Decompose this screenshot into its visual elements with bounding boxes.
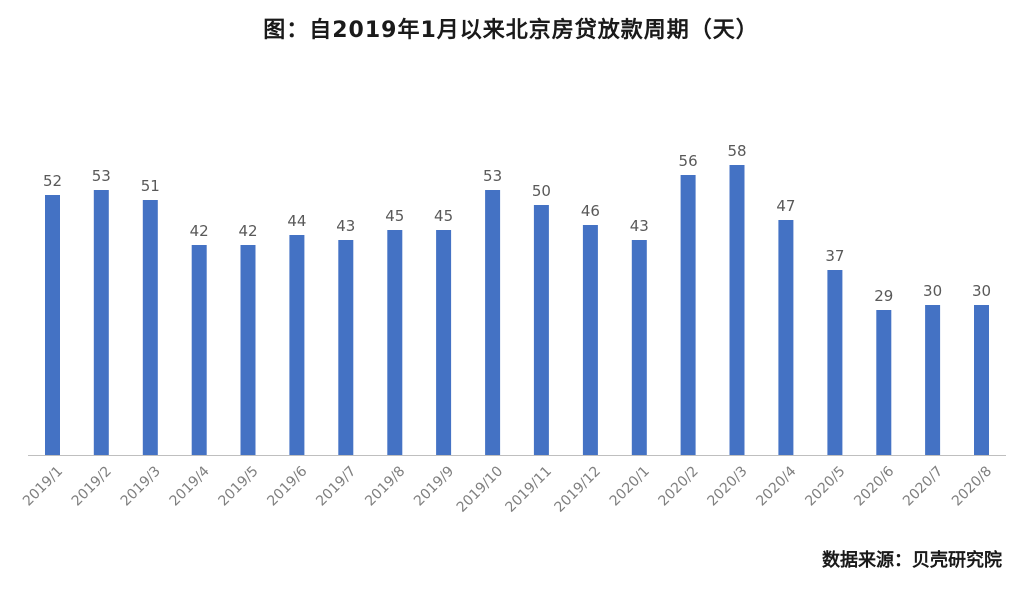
chart-title: 图：自2019年1月以来北京房贷放款周期（天） [263, 18, 759, 43]
x-tick-label-2020/6: 2020/6 [851, 463, 897, 509]
x-tick-label-2019/1: 2019/1 [20, 463, 66, 509]
x-tick-label-2019/6: 2019/6 [264, 463, 310, 509]
bar-2019/7 [338, 240, 354, 455]
x-tick-label-2019/5: 2019/5 [215, 463, 261, 509]
data-label-2019/12: 46 [581, 202, 600, 220]
data-label-2020/3: 58 [727, 142, 746, 160]
x-tick-label-2020/8: 2020/8 [949, 463, 995, 509]
data-label-2019/5: 42 [238, 222, 257, 240]
x-tick-label-2019/7: 2019/7 [313, 463, 359, 509]
data-label-2019/2: 53 [92, 167, 111, 185]
bar-2020/8 [974, 305, 989, 455]
data-label-2020/6: 29 [874, 287, 893, 305]
data-label-2019/8: 45 [385, 207, 404, 225]
data-label-2019/7: 43 [336, 217, 355, 235]
source-note: 数据来源：贝壳研究院 [822, 550, 1002, 571]
bar-2019/12 [582, 225, 598, 455]
data-label-2019/4: 42 [190, 222, 209, 240]
x-tick-label-2019/3: 2019/3 [118, 463, 164, 509]
x-tick-label-2020/1: 2020/1 [607, 463, 653, 509]
bar-2019/4 [191, 245, 207, 455]
data-labels-layer: 52 53 51 42 42 44 43 45 45 53 50 46 43 56 58 47 37 29 30 30 [43, 142, 991, 305]
bar-2020/6 [876, 310, 892, 455]
bar-2020/7 [925, 305, 941, 455]
bar-2020/1 [631, 240, 647, 455]
bar-2019/6 [289, 235, 305, 455]
x-tick-label-2020/4: 2020/4 [753, 463, 799, 509]
data-label-2019/1: 52 [43, 172, 62, 190]
bars-layer [45, 165, 989, 455]
data-label-2020/1: 43 [630, 217, 649, 235]
data-label-2020/8: 30 [972, 282, 991, 300]
bar-2020/2 [680, 175, 696, 455]
bar-2019/3 [142, 200, 158, 455]
x-tick-label-2020/5: 2020/5 [802, 463, 848, 509]
data-label-2019/10: 53 [483, 167, 502, 185]
data-label-2020/2: 56 [679, 152, 698, 170]
data-label-2019/6: 44 [287, 212, 306, 230]
x-tick-label-2020/7: 2020/7 [900, 463, 946, 509]
x-tick-label-2019/9: 2019/9 [411, 463, 457, 509]
bar-2020/4 [778, 220, 794, 455]
bar-2019/2 [93, 190, 109, 455]
bar-2019/9 [436, 230, 452, 455]
bar-2019/8 [387, 230, 403, 455]
x-tick-label-2019/8: 2019/8 [362, 463, 408, 509]
data-label-2019/3: 51 [141, 177, 160, 195]
x-tick-label-2019/4: 2019/4 [167, 463, 213, 509]
x-tick-label-2020/2: 2020/2 [656, 463, 702, 509]
data-label-2020/5: 37 [825, 247, 844, 265]
x-tick-label-2019/12: 2019/12 [552, 463, 604, 515]
data-label-2020/7: 30 [923, 282, 942, 300]
data-label-2019/11: 50 [532, 182, 551, 200]
x-tick-label-2019/10: 2019/10 [454, 463, 506, 515]
bar-2020/3 [729, 165, 745, 455]
data-label-2019/9: 45 [434, 207, 453, 225]
bar-2020/5 [827, 270, 843, 455]
x-tick-label-2019/2: 2019/2 [69, 463, 115, 509]
bar-2019/10 [485, 190, 501, 455]
x-tick-label-2019/11: 2019/11 [503, 463, 555, 515]
bar-2019/11 [533, 205, 549, 455]
data-label-2020/4: 47 [776, 197, 795, 215]
x-tick-labels-layer: 2019/1 2019/2 2019/3 2019/4 2019/5 2019/6 2019… [20, 463, 995, 516]
x-tick-label-2020/3: 2020/3 [704, 463, 750, 509]
bar-2019/5 [240, 245, 256, 455]
bar-2019/1 [45, 195, 60, 455]
